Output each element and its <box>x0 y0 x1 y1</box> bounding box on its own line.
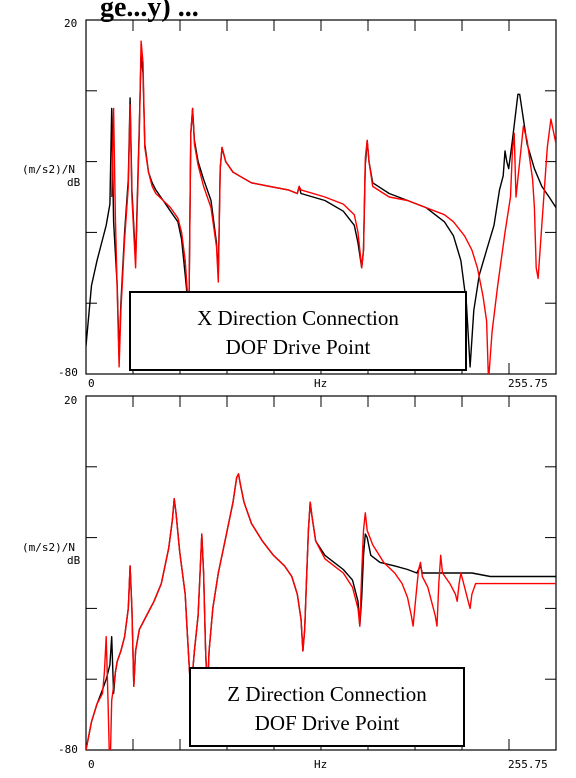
ylabel-db: dB <box>67 176 81 189</box>
y-tick-bottom: -80 <box>58 366 78 379</box>
annotation-line-1: Z Direction Connection <box>227 682 427 706</box>
annotation-line-2: DOF Drive Point <box>255 711 400 735</box>
x-tick-start: 0 <box>88 377 95 390</box>
series-lines <box>86 473 556 750</box>
ylabel-db: dB <box>67 554 81 567</box>
x-axis-label: Hz <box>314 758 327 771</box>
y-tick-top: 20 <box>64 394 77 407</box>
series-line-red <box>86 473 556 750</box>
annotation-line-2: DOF Drive Point <box>226 335 371 359</box>
y-tick-bottom: -80 <box>58 743 78 756</box>
ylabel-unit: (m/s2)/N <box>22 541 75 554</box>
y-tick-top: 20 <box>64 17 77 30</box>
annotation-box <box>129 291 467 371</box>
series-line-red <box>111 40 556 374</box>
x-tick-end: 255.75 <box>508 377 548 390</box>
chart-panel-x: 20 -80 (m/s2)/N dB 0 Hz 255.75 X Directi… <box>22 17 557 390</box>
chart-panel-z: 20 -80 (m/s2)/N dB 0 Hz 255.75 Z Directi… <box>22 394 557 771</box>
annotation-line-1: X Direction Connection <box>197 306 399 330</box>
series-lines <box>86 40 556 374</box>
header-fragment: ge...y) ... <box>100 0 199 23</box>
x-tick-start: 0 <box>88 758 95 771</box>
x-tick-end: 255.75 <box>508 758 548 771</box>
x-axis-label: Hz <box>314 377 327 390</box>
ylabel-unit: (m/s2)/N <box>22 163 75 176</box>
annotation-box <box>189 667 465 747</box>
